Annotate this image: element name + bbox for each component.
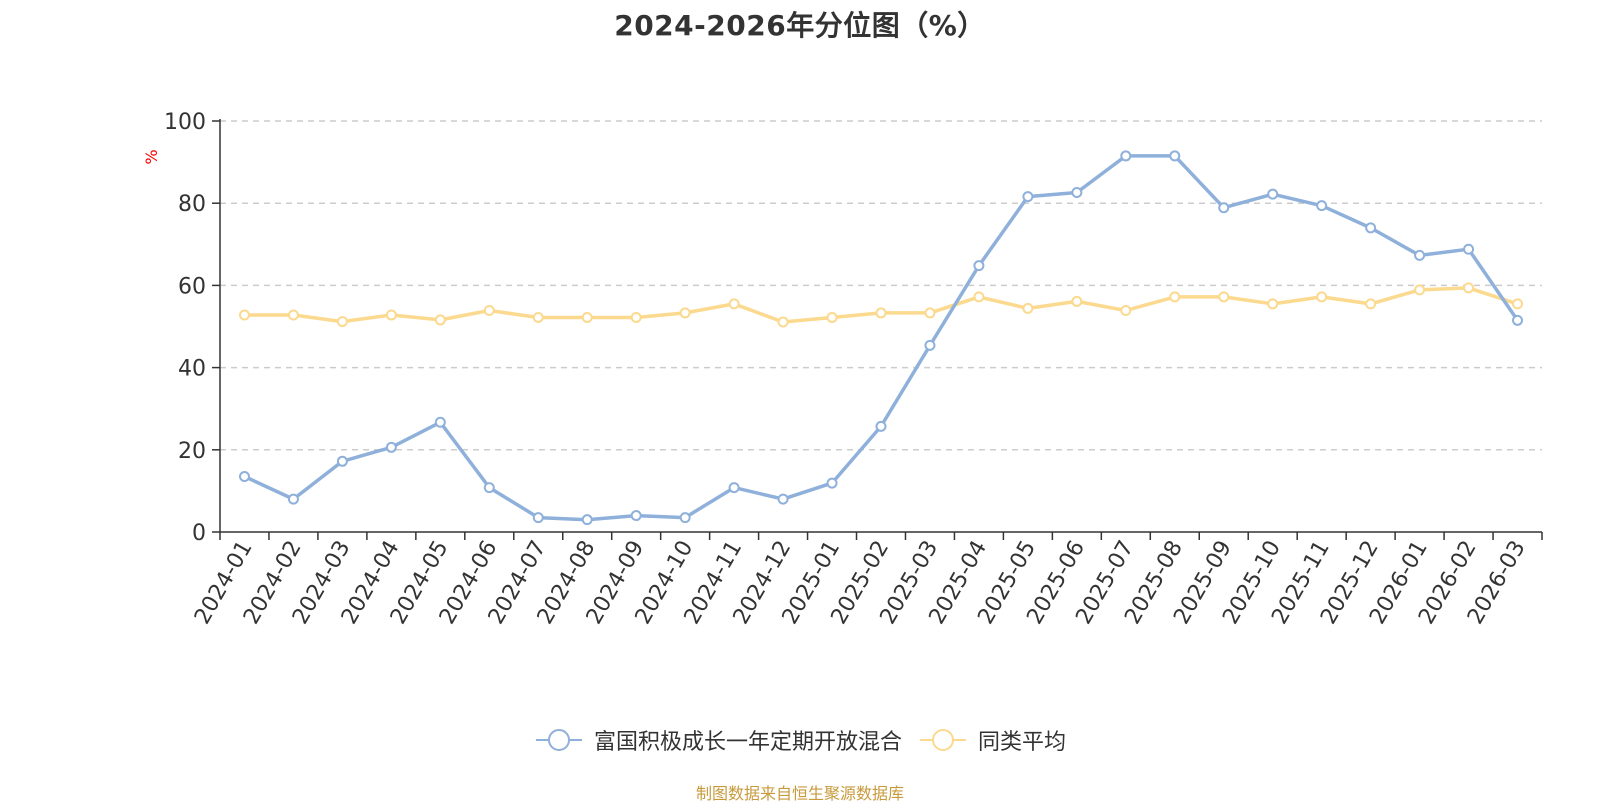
data-point-series-1: [385, 441, 397, 453]
data-point-series-1: [1120, 150, 1132, 162]
line-chart: % 0204060801002024-012024-022024-032024-…: [142, 110, 1543, 629]
legend-line-circle-icon: [535, 729, 582, 751]
y-tick-label: 80: [178, 192, 206, 217]
data-point-series-2: [1169, 291, 1181, 303]
data-point-series-1: [287, 493, 299, 505]
legend-label: 同类平均: [978, 730, 1067, 755]
data-point-series-1: [630, 510, 642, 522]
data-point-series-1: [1022, 191, 1034, 203]
tick-labels: 0204060801002024-012024-022024-032024-04…: [164, 110, 1531, 629]
data-point-series-2: [1512, 298, 1524, 310]
y-tick-label: 20: [178, 439, 206, 464]
gridlines: [220, 120, 1542, 451]
data-point-series-2: [287, 309, 299, 321]
legend-label: 富国积极成长一年定期开放混合: [593, 730, 902, 755]
data-point-series-1: [1512, 314, 1524, 326]
data-point-series-1: [1365, 222, 1377, 234]
data-point-series-2: [1414, 284, 1426, 296]
y-tick-label: 100: [164, 110, 206, 135]
series-points: [238, 150, 1524, 526]
data-point-series-2: [875, 307, 887, 319]
data-point-series-2: [777, 316, 789, 328]
data-point-series-2: [630, 311, 642, 323]
y-tick-label: 40: [178, 357, 206, 382]
data-point-series-2: [1267, 298, 1279, 310]
data-point-series-1: [483, 482, 495, 494]
data-point-series-1: [1414, 249, 1426, 261]
data-point-series-2: [973, 291, 985, 303]
legend: 富国积极成长一年定期开放混合 同类平均: [0, 724, 1600, 756]
legend-line-circle-icon: [920, 729, 966, 751]
data-point-series-1: [532, 512, 544, 524]
data-point-series-2: [483, 304, 495, 316]
data-point-series-2: [532, 311, 544, 323]
data-point-series-2: [385, 309, 397, 321]
legend-item-series-1[interactable]: 富国积极成长一年定期开放混合: [534, 724, 902, 756]
data-point-series-2: [728, 298, 740, 310]
data-point-series-1: [1218, 202, 1230, 214]
data-point-series-1: [1316, 200, 1328, 212]
data-point-series-2: [679, 307, 691, 319]
data-point-series-2: [1316, 291, 1328, 303]
data-point-series-2: [924, 307, 936, 319]
data-point-series-1: [973, 260, 985, 272]
data-point-series-1: [777, 493, 789, 505]
data-point-series-1: [1169, 150, 1181, 162]
data-point-series-2: [581, 311, 593, 323]
series-lines: [243, 154, 1519, 522]
axes: [212, 119, 1543, 540]
data-point-series-1: [826, 477, 838, 489]
data-point-series-1: [1463, 243, 1475, 255]
data-point-series-2: [1365, 298, 1377, 310]
data-point-series-1: [581, 514, 593, 526]
source-note: 制图数据来自恒生聚源数据库: [695, 784, 904, 803]
y-tick-label: 60: [178, 274, 206, 299]
y-tick-label: 0: [192, 521, 206, 546]
data-point-series-1: [434, 416, 446, 428]
series-line-1: [243, 154, 1519, 522]
data-point-series-1: [679, 512, 691, 524]
data-point-series-2: [1218, 291, 1230, 303]
data-point-series-2: [336, 316, 348, 328]
chart-title: 2024-2026年分位图（%）: [614, 9, 986, 42]
data-point-series-1: [1267, 188, 1279, 200]
data-point-series-1: [924, 339, 936, 351]
data-point-series-2: [1463, 282, 1475, 294]
data-point-series-1: [875, 420, 887, 432]
data-point-series-1: [238, 471, 250, 483]
legend-item-series-2[interactable]: 同类平均: [918, 724, 1066, 756]
data-point-series-2: [434, 314, 446, 326]
data-point-series-2: [826, 311, 838, 323]
data-point-series-2: [238, 309, 250, 321]
data-point-series-2: [1120, 304, 1132, 316]
y-axis-unit-label: %: [142, 149, 161, 164]
data-point-series-2: [1022, 302, 1034, 314]
data-point-series-1: [1071, 187, 1083, 199]
data-point-series-2: [1071, 295, 1083, 307]
data-point-series-1: [728, 482, 740, 494]
data-point-series-1: [336, 455, 348, 467]
